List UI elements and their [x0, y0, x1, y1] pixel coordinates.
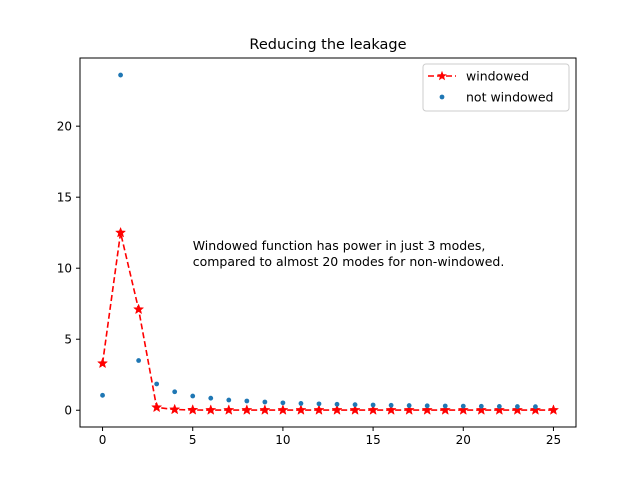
series-layer — [96, 72, 560, 415]
series-windowed — [96, 226, 560, 415]
data-point-star — [132, 303, 145, 315]
data-point-dot — [424, 403, 430, 409]
data-point-star — [259, 404, 271, 415]
x-tick-label: 15 — [365, 433, 380, 447]
data-point-star — [151, 401, 163, 413]
series-not-windowed — [100, 72, 538, 410]
data-point-star — [475, 404, 487, 415]
data-point-dot — [154, 381, 160, 387]
data-point-star — [493, 404, 505, 415]
data-point-star — [169, 403, 181, 415]
data-point-star — [241, 404, 253, 415]
data-point-star — [331, 404, 343, 415]
data-point-dot — [316, 401, 322, 407]
data-point-star — [403, 404, 415, 415]
x-tick-label: 25 — [546, 433, 561, 447]
data-point-dot — [533, 404, 538, 410]
data-point-dot — [298, 401, 304, 406]
data-point-star — [457, 404, 469, 415]
data-point-star — [439, 404, 451, 415]
annotation: Windowed function has power in just 3 mo… — [193, 238, 505, 269]
data-point-dot — [172, 389, 178, 395]
data-point-dot — [262, 399, 268, 405]
data-point-star — [205, 404, 217, 415]
data-point-dot — [190, 393, 196, 399]
legend-label: windowed — [466, 69, 529, 84]
x-axis: 0 5 10 15 20 25 — [99, 427, 561, 447]
data-point-dot — [388, 402, 394, 408]
data-point-dot — [244, 398, 250, 404]
data-point-dot — [442, 403, 448, 409]
data-point-star — [349, 404, 361, 415]
data-point-dot — [226, 397, 232, 403]
data-point-star — [529, 404, 542, 415]
plot-area: 0 5 10 15 20 25 0 5 10 15 20 Windowed function ha… — [57, 57, 577, 447]
data-point-star — [547, 404, 560, 415]
data-point-star — [295, 404, 307, 415]
legend-entry-not-windowed: not windowed — [439, 90, 554, 105]
y-tick-label: 0 — [64, 404, 72, 418]
legend-swatch-star-marker — [437, 70, 447, 81]
data-point-dot — [136, 358, 142, 363]
data-point-dot — [370, 402, 376, 408]
data-point-dot — [118, 72, 123, 78]
annotation-line: Windowed function has power in just 3 mo… — [193, 238, 486, 253]
x-tick-label: 20 — [456, 433, 471, 447]
axes-frame — [79, 57, 577, 428]
x-tick-label: 5 — [189, 433, 197, 447]
data-point-star — [313, 404, 325, 415]
legend: windowed not windowed — [422, 63, 570, 112]
y-tick-label: 5 — [64, 333, 72, 347]
data-point-dot — [100, 392, 105, 398]
data-point-dot — [496, 404, 502, 409]
legend-swatch-dot-marker — [439, 94, 445, 100]
y-tick-label: 20 — [57, 119, 72, 133]
data-point-dot — [460, 403, 466, 409]
legend-label: not windowed — [466, 90, 554, 105]
legend-entry-windowed: windowed — [428, 69, 529, 84]
data-point-star — [114, 226, 127, 238]
data-point-dot — [406, 403, 412, 408]
data-point-star — [187, 404, 199, 415]
data-point-dot — [352, 402, 358, 408]
data-point-dot — [514, 404, 520, 409]
data-point-star — [385, 404, 397, 415]
y-tick-label: 15 — [57, 190, 72, 204]
data-point-star — [277, 404, 289, 415]
x-tick-label: 0 — [99, 433, 107, 447]
y-axis: 0 5 10 15 20 — [57, 119, 80, 418]
annotation-line: compared to almost 20 modes for non-wind… — [193, 254, 505, 269]
data-point-star — [223, 404, 235, 415]
data-point-dot — [334, 401, 340, 407]
y-tick-label: 10 — [57, 262, 72, 276]
chart-title: Reducing the leakage — [249, 37, 406, 53]
data-point-star — [511, 404, 524, 415]
data-point-dot — [280, 400, 286, 406]
data-point-star — [367, 404, 379, 415]
x-tick-label: 10 — [275, 433, 290, 447]
data-point-dot — [478, 403, 484, 409]
legend-frame — [422, 63, 570, 112]
data-point-dot — [208, 395, 214, 401]
data-point-star — [96, 357, 109, 369]
data-point-star — [421, 404, 433, 415]
